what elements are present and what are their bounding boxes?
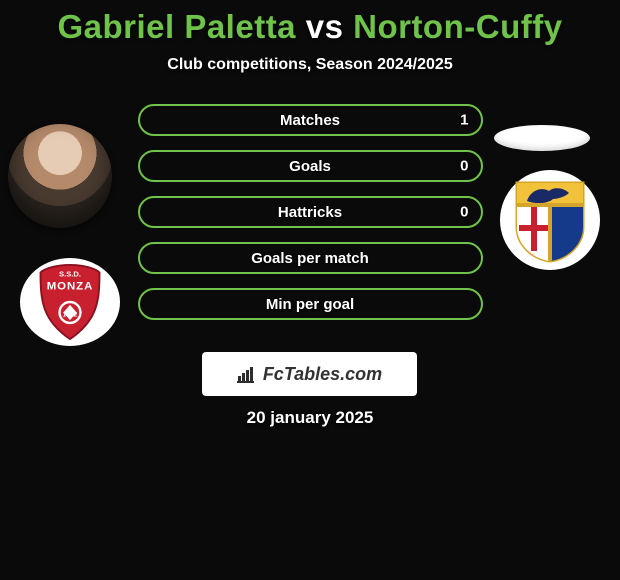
stat-label: Goals xyxy=(289,158,331,175)
stat-row-goals-per-match: Goals per match xyxy=(138,242,483,274)
player2-avatar xyxy=(494,125,590,151)
source-badge: FcTables.com xyxy=(202,352,417,396)
stat-label: Matches xyxy=(280,112,340,129)
vs-separator: vs xyxy=(306,8,344,45)
source-badge-text: FcTables.com xyxy=(263,364,382,385)
player1-club-crest: S.S.D. MONZA 1912 xyxy=(20,258,120,346)
svg-text:1912: 1912 xyxy=(63,311,78,318)
comparison-title: Gabriel Paletta vs Norton-Cuffy xyxy=(0,0,620,46)
player1-avatar xyxy=(8,124,112,228)
stat-right-value: 0 xyxy=(460,204,468,221)
stat-label: Goals per match xyxy=(251,250,369,267)
stat-row-goals: Goals 0 xyxy=(138,150,483,182)
stat-label: Hattricks xyxy=(278,204,342,221)
stat-label: Min per goal xyxy=(266,296,354,313)
genoa-shield-icon xyxy=(513,177,587,263)
svg-text:MONZA: MONZA xyxy=(47,281,94,293)
date-text: 20 january 2025 xyxy=(0,408,620,428)
monza-shield-icon: S.S.D. MONZA 1912 xyxy=(35,263,105,341)
player2-name: Norton-Cuffy xyxy=(353,8,562,45)
stat-row-matches: Matches 1 xyxy=(138,104,483,136)
svg-text:S.S.D.: S.S.D. xyxy=(59,269,81,278)
stat-row-min-per-goal: Min per goal xyxy=(138,288,483,320)
stat-right-value: 0 xyxy=(460,158,468,175)
stat-row-hattricks: Hattricks 0 xyxy=(138,196,483,228)
player2-club-crest xyxy=(500,170,600,270)
bar-chart-icon xyxy=(237,367,257,383)
player1-name: Gabriel Paletta xyxy=(57,8,296,45)
stat-right-value: 1 xyxy=(460,112,468,129)
subtitle: Club competitions, Season 2024/2025 xyxy=(0,56,620,74)
